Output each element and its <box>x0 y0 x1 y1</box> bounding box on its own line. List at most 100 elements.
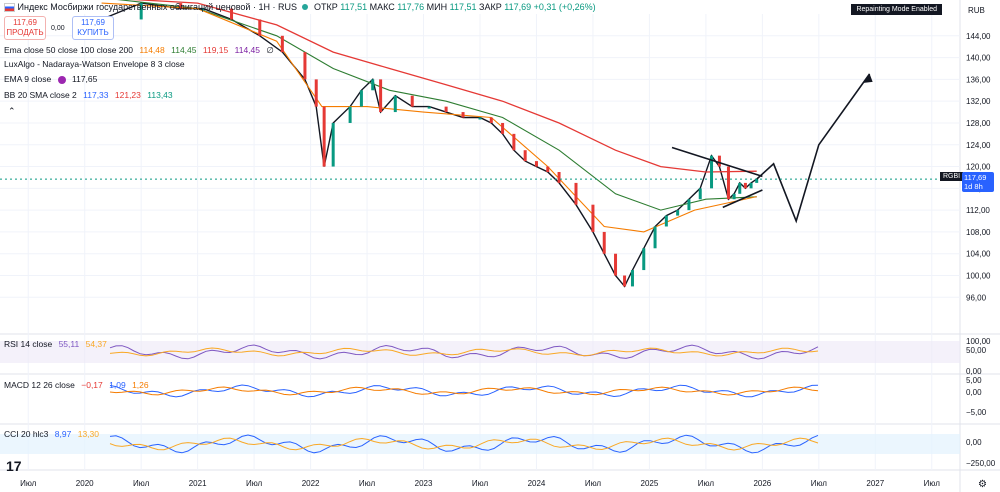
x-tick-label: 2027 <box>866 479 884 488</box>
eye-icon[interactable] <box>57 75 66 84</box>
x-tick-label: Июл <box>359 479 376 488</box>
legend-ema9-v1: 117,65 <box>72 74 98 84</box>
buy-button[interactable]: 117,69 КУПИТЬ <box>72 16 114 40</box>
y-tick-label: 108,00 <box>966 228 991 237</box>
low-value: 117,51 <box>449 2 477 12</box>
open-value: 117,51 <box>340 2 368 12</box>
candle <box>201 8 205 11</box>
x-tick-label: Июл <box>20 479 37 488</box>
candle <box>139 3 143 20</box>
legend-ema-v3: 119,15 <box>202 45 229 55</box>
legend-macd[interactable]: MACD 12 26 close −0,17 1,09 1,26 <box>4 379 149 391</box>
y-tick-label: 120,00 <box>966 163 991 172</box>
legend-ema9[interactable]: EMA 9 close 117,65 <box>4 73 97 85</box>
legend-bb-name: BB 20 SMA close 2 <box>4 90 77 100</box>
legend-cci-v2: 13,30 <box>77 429 99 439</box>
status-dot-icon <box>302 4 309 10</box>
y-tick-label: 104,00 <box>966 250 991 259</box>
candle <box>614 253 618 276</box>
candle <box>749 182 753 189</box>
candle <box>379 79 383 113</box>
legend-macd-v1: −0,17 <box>81 380 103 390</box>
change-value: +0,31 (+0,26%) <box>533 2 596 12</box>
tradingview-logo[interactable]: 17 <box>6 458 22 474</box>
close-label: ЗАКР <box>479 2 502 12</box>
y-tick-label: 140,00 <box>966 54 991 63</box>
candle <box>314 79 318 107</box>
legend-rsi-v2: 54,37 <box>85 339 107 349</box>
legend-macd-v2: 1,09 <box>109 380 126 390</box>
open-label: ОТКР <box>313 2 338 12</box>
candle <box>591 204 595 232</box>
legend-bb[interactable]: BB 20 SMA close 2 117,33 121,23 113,43 <box>4 89 173 101</box>
candle <box>230 8 234 20</box>
x-tick-label: Июл <box>133 479 150 488</box>
candle <box>348 106 352 123</box>
candle <box>478 117 482 120</box>
buy-label: КУПИТЬ <box>77 28 109 37</box>
candle <box>534 161 538 167</box>
legend-lux[interactable]: LuxAlgo - Nadaraya-Watson Envelope 8 3 c… <box>4 58 185 70</box>
y-tick-label: 96,00 <box>966 293 987 302</box>
legend-ema[interactable]: Ema close 50 close 100 close 200 114,48 … <box>4 44 274 56</box>
cci-tick-1: −250,00 <box>966 459 996 468</box>
candle <box>710 155 714 189</box>
y-tick-label: 112,00 <box>966 206 990 215</box>
rsi-band <box>0 341 960 363</box>
candle <box>653 226 657 249</box>
legend-bb-v3: 113,43 <box>147 90 173 100</box>
instrument-title[interactable]: Индекс Мосбиржи государственных облигаци… <box>17 2 297 12</box>
candle <box>546 166 550 172</box>
last-price-label: 117,69 1d 8h <box>962 172 994 192</box>
cci-line <box>109 434 819 454</box>
candle <box>717 155 721 167</box>
candle <box>393 95 397 113</box>
legend-ema-v5: ∅ <box>266 45 274 55</box>
y-tick-label: 132,00 <box>966 97 991 106</box>
candle <box>743 182 747 189</box>
macd-signal-line <box>109 386 819 396</box>
candle <box>523 150 527 162</box>
projection-arrowhead <box>863 73 873 83</box>
candle <box>512 133 516 151</box>
legend-rsi-name: RSI 14 close <box>4 339 53 349</box>
candle <box>623 275 627 287</box>
candle <box>664 215 668 227</box>
settings-icon[interactable]: ⚙ <box>978 479 987 490</box>
legend-ema-v2: 114,45 <box>171 45 197 55</box>
legend-macd-v3: 1,26 <box>132 380 149 390</box>
rsi-tick-0: 100,00 <box>966 337 991 346</box>
series-line-ema-100 <box>116 0 757 211</box>
x-tick-label: Июл <box>585 479 602 488</box>
sell-label: ПРОДАТЬ <box>6 28 44 37</box>
candle <box>331 122 335 167</box>
legend-rsi[interactable]: RSI 14 close 55,11 54,37 <box>4 338 107 350</box>
rsi-tick-2: 0,00 <box>966 367 982 376</box>
legend-bb-v2: 121,23 <box>114 90 141 100</box>
candle <box>687 199 691 211</box>
series-line-rgbi-close <box>101 2 758 288</box>
low-label: МИН <box>426 2 448 12</box>
series-line-ema-50 <box>101 2 757 233</box>
rsi-tick-1: 50,00 <box>966 346 987 355</box>
candle <box>602 231 606 254</box>
buy-price: 117,69 <box>81 18 105 27</box>
symbol-label: RGBI <box>940 172 964 181</box>
sell-button[interactable]: 117,69 ПРОДАТЬ <box>4 16 46 40</box>
candle <box>557 172 561 183</box>
y-tick-label: 124,00 <box>966 141 991 150</box>
annotation-trendline <box>722 189 763 209</box>
cci-tick-0: 0,00 <box>966 438 982 447</box>
legend-cci[interactable]: CCI 20 hlc3 8,97 13,30 <box>4 428 99 440</box>
collapse-chevron-icon[interactable]: ⌃ <box>8 106 16 116</box>
legend-cci-name: CCI 20 hlc3 <box>4 429 49 439</box>
x-tick-label: 2022 <box>302 479 320 488</box>
chart-header: Индекс Мосбиржи государственных облигаци… <box>4 2 596 13</box>
macd-tick-0: 5,00 <box>966 376 982 385</box>
last-price-value: 117,69 <box>964 173 987 182</box>
legend-rsi-v1: 55,11 <box>58 339 80 349</box>
candle <box>410 95 414 107</box>
candle <box>630 270 634 287</box>
x-tick-label: 2020 <box>76 479 94 488</box>
